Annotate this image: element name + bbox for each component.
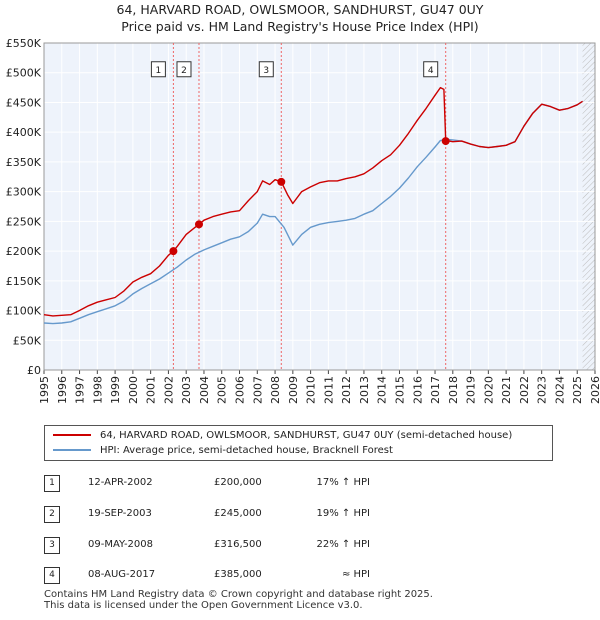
x-tick-label: 2026 <box>589 376 600 404</box>
x-tick-label: 2012 <box>340 376 353 404</box>
y-tick-label: £0 <box>27 364 41 377</box>
y-tick-label: £50K <box>13 334 42 347</box>
transaction-row: 3 09-MAY-2008 £316,500 22% ↑ HPI <box>0 537 600 555</box>
transaction-date: 08-AUG-2017 <box>88 569 156 580</box>
sale-number-box <box>258 61 274 78</box>
legend-label-hpi: HPI: Average price, semi-detached house,… <box>100 445 393 456</box>
sale-point <box>441 137 450 146</box>
y-tick-label: £250K <box>6 215 42 228</box>
transaction-hpi: 22% ↑ HPI <box>316 539 370 550</box>
sale-number-box <box>423 61 439 78</box>
legend-swatch-hpi <box>53 449 91 451</box>
x-tick-label: 2002 <box>162 376 175 404</box>
y-tick-label: £150K <box>6 275 42 288</box>
x-tick-label: 2001 <box>145 376 158 404</box>
plot-frame <box>43 42 596 371</box>
x-tick-label: 2022 <box>518 376 531 404</box>
plot-background <box>44 43 595 370</box>
x-tick-label: 2000 <box>127 376 140 404</box>
chart-subtitle: Price paid vs. HM Land Registry's House … <box>121 19 479 34</box>
legend-item-hpi: HPI: Average price, semi-detached house,… <box>53 444 393 458</box>
sale-point <box>277 177 286 186</box>
x-tick-label: 2010 <box>305 376 318 404</box>
footer-licence: This data is licensed under the Open Gov… <box>44 600 363 611</box>
footer: Contains HM Land Registry data © Crown c… <box>44 589 433 611</box>
x-tick-label: 2011 <box>322 376 335 404</box>
sale-number-box <box>176 61 192 78</box>
x-tick-label: 2009 <box>287 376 300 404</box>
price-chart: £0 £50K £100K £150K £200K £250K £300K £350K £400… <box>6 37 600 404</box>
x-tick-label: 2020 <box>482 376 495 404</box>
transaction-price: £200,000 <box>214 477 262 488</box>
transaction-price: £245,000 <box>214 508 262 519</box>
sale-number-label: 3 <box>263 66 269 76</box>
x-tick-label: 2003 <box>180 376 193 404</box>
transaction-date: 19-SEP-2003 <box>88 508 152 519</box>
x-tick-label: 1997 <box>74 376 87 404</box>
transaction-price: £385,000 <box>214 569 262 580</box>
x-tick-label: 2017 <box>429 376 442 404</box>
footer-copyright: Contains HM Land Registry data © Crown c… <box>44 589 433 600</box>
x-tick-label: 2013 <box>358 376 371 404</box>
y-tick-label: £400K <box>6 126 42 139</box>
x-tick-label: 2007 <box>251 376 264 404</box>
y-tick-label: £300K <box>6 186 42 199</box>
sale-point <box>194 220 203 229</box>
x-tick-label: 2021 <box>500 376 513 404</box>
x-tick-label: 2015 <box>393 376 406 404</box>
transaction-date: 12-APR-2002 <box>88 477 153 488</box>
y-tick-label: £350K <box>6 156 42 169</box>
transaction-number: 3 <box>44 537 60 554</box>
x-tick-label: 2016 <box>411 376 424 404</box>
x-tick-label: 2006 <box>234 376 247 404</box>
x-tick-label: 1996 <box>56 376 69 404</box>
y-tick-label: £200K <box>6 245 42 258</box>
transaction-number: 4 <box>44 567 60 584</box>
transaction-hpi: 17% ↑ HPI <box>316 477 370 488</box>
sale-number-label: 1 <box>156 66 162 76</box>
legend-label-property: 64, HARVARD ROAD, OWLSMOOR, SANDHURST, G… <box>100 430 513 441</box>
legend: 64, HARVARD ROAD, OWLSMOOR, SANDHURST, G… <box>44 425 553 461</box>
transaction-number: 2 <box>44 506 60 523</box>
transaction-number: 1 <box>44 475 60 492</box>
transaction-row: 4 08-AUG-2017 £385,000 ≈ HPI <box>0 567 600 585</box>
x-tick-label: 2005 <box>216 376 229 404</box>
transaction-row: 1 12-APR-2002 £200,000 17% ↑ HPI <box>0 475 600 493</box>
transaction-price: £316,500 <box>214 539 262 550</box>
legend-swatch-property <box>53 434 91 436</box>
x-tick-label: 2014 <box>376 376 389 404</box>
sale-number-label: 2 <box>181 66 187 76</box>
transaction-row: 2 19-SEP-2003 £245,000 19% ↑ HPI <box>0 506 600 524</box>
x-tick-label: 2023 <box>536 376 549 404</box>
transaction-hpi: ≈ HPI <box>341 569 370 580</box>
x-tick-label: 2008 <box>269 376 282 404</box>
sale-point <box>169 247 178 256</box>
x-tick-label: 2024 <box>553 376 566 404</box>
y-tick-label: £500K <box>6 67 42 80</box>
transaction-hpi: 19% ↑ HPI <box>316 508 370 519</box>
y-tick-label: £100K <box>6 305 42 318</box>
sale-number-box <box>150 61 166 78</box>
x-tick-label: 2004 <box>198 376 211 404</box>
x-tick-label: 1998 <box>91 376 104 404</box>
y-tick-label: £450K <box>6 96 42 109</box>
x-tick-label: 2019 <box>465 376 478 404</box>
chart-title: 64, HARVARD ROAD, OWLSMOOR, SANDHURST, G… <box>116 2 484 17</box>
forecast-hatch-area <box>582 43 595 370</box>
transaction-date: 09-MAY-2008 <box>88 539 154 550</box>
sale-number-label: 4 <box>428 66 434 76</box>
x-tick-label: 1995 <box>38 376 51 404</box>
x-tick-label: 2018 <box>447 376 460 404</box>
property-price-line <box>43 86 583 317</box>
x-tick-label: 1999 <box>109 376 122 404</box>
y-tick-label: £550K <box>6 37 42 50</box>
x-tick-label: 2025 <box>571 376 584 404</box>
legend-item-property: 64, HARVARD ROAD, OWLSMOOR, SANDHURST, G… <box>53 429 512 443</box>
